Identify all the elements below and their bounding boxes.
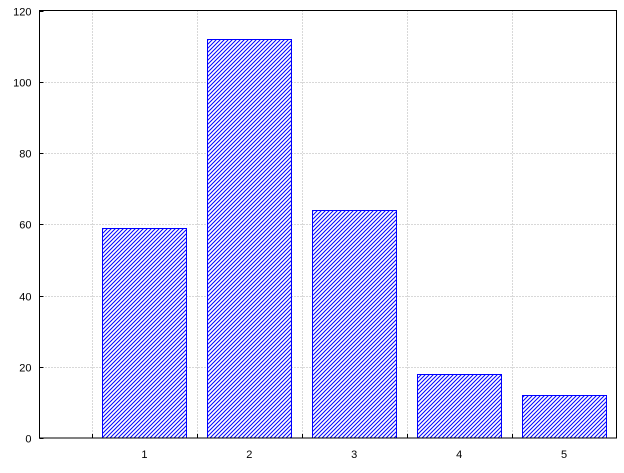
y-tick-label: 60 bbox=[19, 220, 31, 232]
x-tick-label: 2 bbox=[246, 449, 252, 461]
y-tick-label: 120 bbox=[13, 7, 31, 19]
y-tick-label: 40 bbox=[19, 292, 31, 304]
bar-1 bbox=[102, 228, 187, 439]
bar-3 bbox=[312, 210, 397, 439]
y-axis: 0 20 40 60 80 100 120 bbox=[13, 7, 44, 446]
bar-5 bbox=[522, 395, 607, 439]
y-tick-label: 20 bbox=[19, 363, 31, 375]
x-axis: 1 2 3 4 5 bbox=[92, 434, 567, 461]
y-tick-label: 0 bbox=[25, 434, 31, 446]
y-tick-label: 80 bbox=[19, 149, 31, 161]
x-tick-label: 3 bbox=[351, 449, 357, 461]
x-tick-label: 1 bbox=[141, 449, 147, 461]
y-tick-label: 100 bbox=[13, 78, 31, 90]
bar-2 bbox=[207, 39, 292, 439]
x-tick-label: 4 bbox=[456, 449, 462, 461]
bar-4 bbox=[417, 374, 502, 439]
x-tick-label: 5 bbox=[561, 449, 567, 461]
bars bbox=[102, 39, 607, 439]
